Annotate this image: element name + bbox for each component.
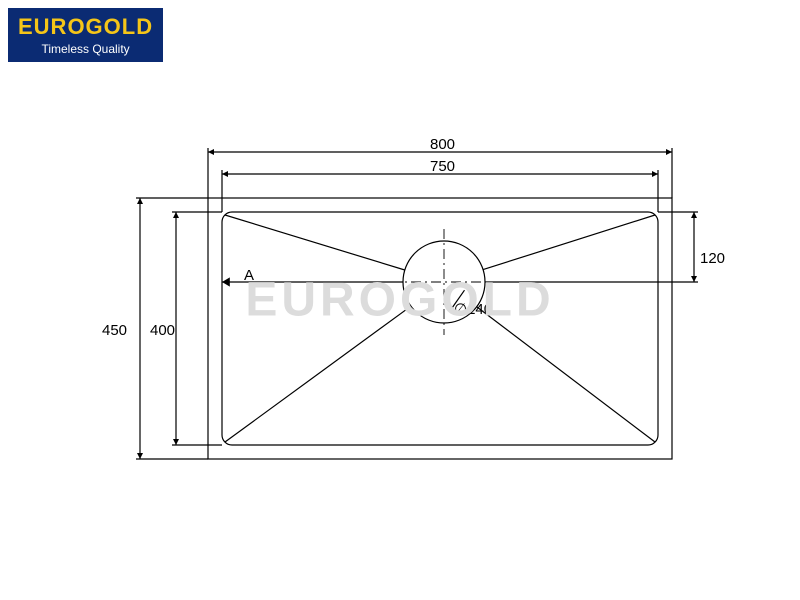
section-label-a: A	[244, 267, 254, 284]
technical-drawing	[0, 0, 800, 600]
dim-width-outer: 800	[430, 136, 455, 153]
dim-height-inner: 400	[150, 322, 175, 339]
dim-drain-offset: 120	[700, 250, 725, 267]
dim-drain-dia: ∅140	[454, 300, 492, 318]
dim-height-outer: 450	[102, 322, 127, 339]
dim-width-inner: 750	[430, 158, 455, 175]
